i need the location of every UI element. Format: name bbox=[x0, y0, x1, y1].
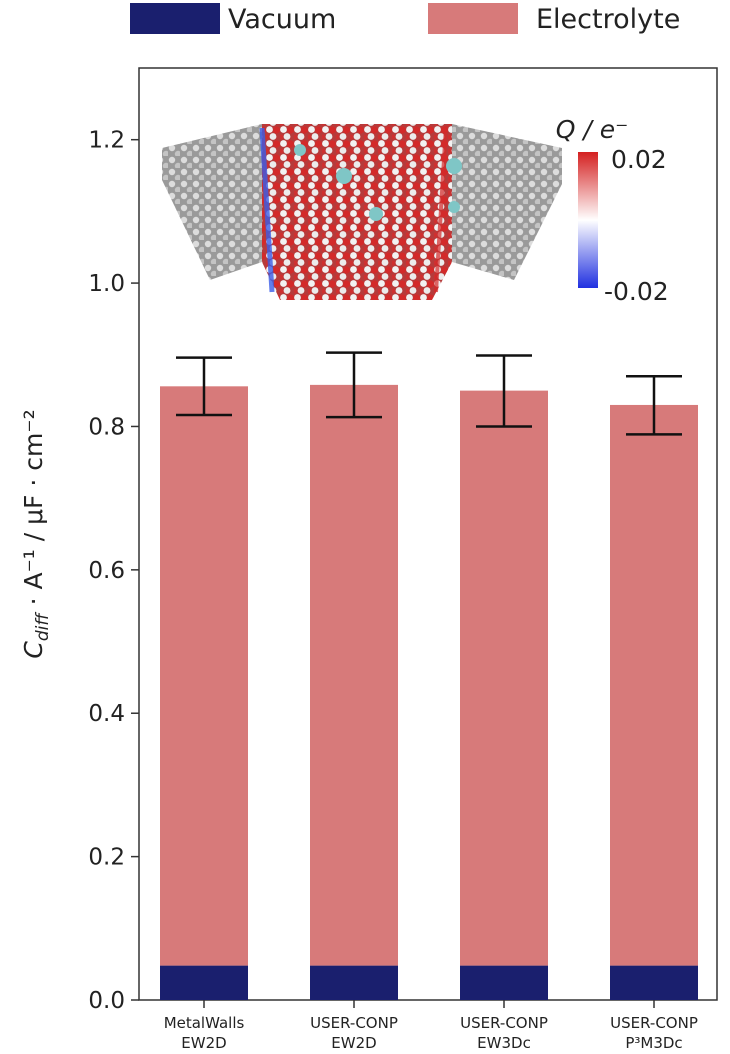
error-bar-2 bbox=[326, 351, 382, 419]
y-tick-label: 0.6 bbox=[88, 558, 125, 584]
legend-swatch-electrolyte bbox=[428, 3, 518, 34]
inset-ion bbox=[336, 168, 352, 184]
y-tick-label: 1.0 bbox=[88, 271, 125, 297]
error-bar-1 bbox=[176, 356, 232, 417]
inset-ion bbox=[448, 201, 460, 213]
plot-frame bbox=[138, 67, 718, 1001]
legend-label-vacuum: Vacuum bbox=[228, 4, 336, 35]
legend: Vacuum Electrolyte bbox=[130, 3, 680, 35]
y-tick-label: 0.4 bbox=[88, 701, 125, 727]
colorbar-title: Q / e⁻ bbox=[556, 115, 629, 144]
inset-ion bbox=[294, 144, 306, 156]
bar-electrolyte-2 bbox=[310, 384, 398, 966]
legend-swatch-vacuum bbox=[130, 3, 220, 34]
bars-group bbox=[160, 384, 698, 1000]
bar-vacuum-3 bbox=[460, 965, 548, 1000]
y-axis-label: Cdiff · A⁻¹ / μF · cm⁻² bbox=[19, 409, 53, 658]
x-tick-label-line1: MetalWalls bbox=[164, 1014, 245, 1032]
colorbar-max-label: 0.02 bbox=[611, 145, 667, 174]
y-tick-label: 1.2 bbox=[88, 128, 125, 154]
x-tick-label-line1: USER-CONP bbox=[460, 1014, 548, 1032]
inset-colorbar: Q / e⁻ 0.02 -0.02 bbox=[556, 115, 669, 306]
x-tick-label-line2: EW2D bbox=[181, 1034, 226, 1052]
y-axis-label-units: · A⁻¹ / μF · cm⁻² bbox=[19, 409, 48, 613]
inset-ion bbox=[446, 158, 462, 174]
x-tick-label-line1: USER-CONP bbox=[610, 1014, 698, 1032]
y-axis-label-subscript: diff bbox=[33, 612, 53, 642]
y-tick-label: 0.8 bbox=[88, 414, 125, 440]
inset-simulation-snapshot bbox=[162, 124, 562, 300]
error-bar-3 bbox=[476, 354, 532, 428]
x-axis-ticks: MetalWalls EW2D USER-CONP EW2D USER-CONP EW3D… bbox=[164, 1000, 698, 1052]
bar-electrolyte-4 bbox=[610, 404, 698, 966]
x-tick-label-line2: EW3Dc bbox=[477, 1034, 531, 1052]
y-axis-ticks: 0.0 0.2 0.4 0.6 0.8 1.0 1.2 bbox=[88, 128, 139, 1014]
bar-vacuum-2 bbox=[310, 965, 398, 1000]
bar-electrolyte-3 bbox=[460, 390, 548, 966]
inset-positive-charge-edge bbox=[434, 125, 448, 293]
inset-negative-charge-edge bbox=[259, 127, 275, 293]
y-tick-label: 0.2 bbox=[88, 845, 125, 871]
inset-electrolyte-region bbox=[262, 124, 452, 300]
x-tick-label-line1: USER-CONP bbox=[310, 1014, 398, 1032]
inset-ion bbox=[369, 207, 383, 221]
x-tick-label-line2: EW2D bbox=[331, 1034, 376, 1052]
inset-left-electrode bbox=[162, 124, 262, 280]
error-bar-4 bbox=[626, 375, 682, 436]
y-axis-label-symbol: C bbox=[19, 641, 48, 659]
colorbar-gradient bbox=[578, 152, 598, 288]
inset-right-electrode bbox=[452, 124, 562, 280]
legend-label-electrolyte: Electrolyte bbox=[536, 4, 680, 35]
bar-vacuum-1 bbox=[160, 965, 248, 1000]
colorbar-min-label: -0.02 bbox=[604, 277, 669, 306]
y-tick-label: 0.0 bbox=[88, 988, 125, 1014]
bar-vacuum-4 bbox=[610, 965, 698, 1000]
error-bars-group bbox=[176, 351, 682, 436]
x-tick-label-line2: P³M3Dc bbox=[625, 1034, 682, 1052]
bar-electrolyte-1 bbox=[160, 386, 248, 966]
